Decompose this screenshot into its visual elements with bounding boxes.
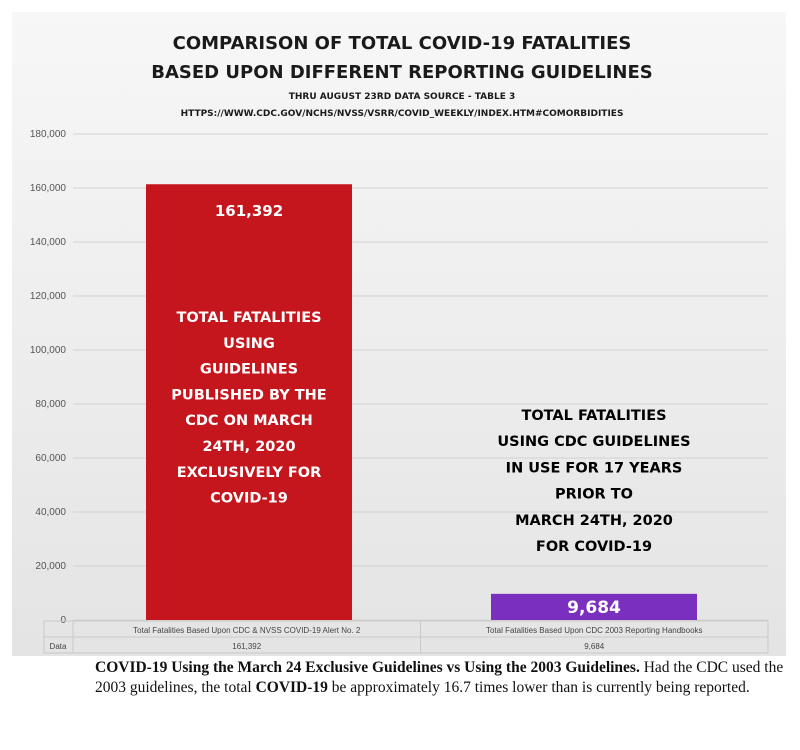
chart-annotation-line: PRIOR TO (555, 487, 633, 503)
table-value: 9,684 (584, 642, 605, 651)
chart-annotation-line: FOR COVID-19 (536, 539, 652, 555)
y-tick-label: 140,000 (30, 237, 67, 248)
bar-annotation-line: CDC ON MARCH (185, 413, 312, 429)
table-row-label: Data (50, 642, 67, 651)
bar-annotation-line: COVID-19 (210, 491, 288, 507)
table-value: 161,392 (232, 642, 261, 651)
bar-annotation-line: EXCLUSIVELY FOR (177, 465, 322, 481)
bar (491, 593, 697, 620)
chart-annotation-line: IN USE FOR 17 YEARS (506, 460, 683, 476)
chart-title-line-2: BASED UPON DIFFERENT REPORTING GUIDELINE… (151, 62, 652, 83)
y-tick-label: 160,000 (30, 183, 67, 194)
bar-annotations: TOTAL FATALITIES USING GUIDELINES PUBLISHED… (171, 310, 690, 555)
chart-title-line-1: COMPARISON OF TOTAL COVID-19 FATALITIES (173, 33, 632, 54)
chart-annotation-line: TOTAL FATALITIES (521, 408, 666, 424)
caption-bold-1: COVID-19 Using the March 24 Exclusive Gu… (95, 659, 640, 676)
bar-annotation-line: GUIDELINES (200, 362, 298, 378)
bar-value-label: 9,684 (567, 598, 621, 618)
y-tick-label: 100,000 (30, 345, 67, 356)
y-tick-label: 40,000 (35, 507, 66, 518)
y-tick-label: 60,000 (35, 453, 66, 464)
chart-annotation-line: MARCH 24TH, 2020 (515, 513, 673, 529)
chart-subtitle-line-2: HTTPS://WWW.CDC.GOV/NCHS/NVSS/VSRR/COVID… (181, 109, 624, 119)
y-tick-label: 20,000 (35, 561, 66, 572)
x-category-label: Total Fatalities Based Upon CDC & NVSS C… (133, 626, 361, 635)
caption-text-1: Had the CDC used the 2003 guidelines, th… (95, 659, 784, 696)
bars: 161,392 9,684 (146, 184, 697, 621)
bar-annotation-line: 24TH, 2020 (202, 439, 295, 455)
y-tick-label: 80,000 (35, 399, 66, 410)
y-tick-label: 120,000 (30, 291, 67, 302)
x-category-label: Total Fatalities Based Upon CDC 2003 Rep… (486, 626, 703, 635)
chart-annotation-line: USING CDC GUIDELINES (497, 434, 690, 450)
caption-bold-2: COVID-19 (255, 679, 328, 696)
figure-caption: COVID-19 Using the March 24 Exclusive Gu… (20, 658, 786, 698)
caption-text-2: be approximately 16.7 times lower than i… (327, 679, 750, 696)
bar-annotation-line: USING (223, 336, 275, 352)
chart-subtitle-line-1: THRU AUGUST 23RD DATA SOURCE - TABLE 3 (289, 92, 516, 102)
bar-annotation-line: TOTAL FATALITIES (176, 310, 321, 326)
y-tick-label: 180,000 (30, 129, 67, 140)
bar (146, 184, 352, 621)
bar-annotation-line: PUBLISHED BY THE (171, 387, 326, 403)
chart-background (12, 12, 786, 656)
data-table: Data Total Fatalities Based Upon CDC & NV… (43, 620, 769, 654)
bar-value-label: 161,392 (215, 202, 283, 220)
